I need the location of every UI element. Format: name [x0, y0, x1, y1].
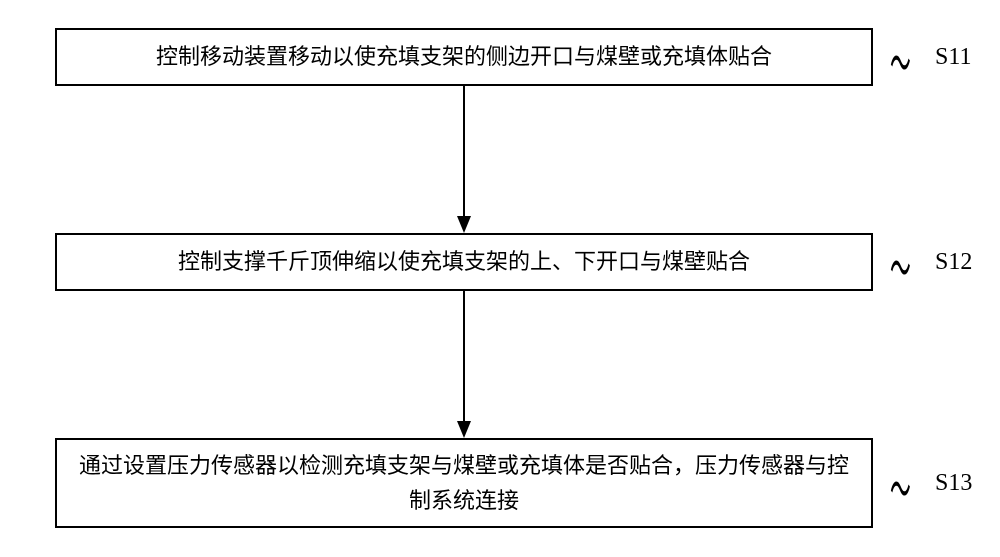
- arrow-line: [463, 86, 465, 216]
- flow-step-label-s11: S11: [935, 44, 971, 71]
- flow-step-label-s13: S13: [935, 470, 972, 497]
- arrow-line: [463, 291, 465, 421]
- arrow-head: [457, 216, 471, 233]
- brace-s11: 〜: [890, 25, 911, 99]
- flow-step-label-s12: S12: [935, 249, 972, 276]
- flow-step-s13: 通过设置压力传感器以检测充填支架与煤壁或充填体是否贴合，压力传感器与控制系统连接: [55, 438, 873, 528]
- flow-step-text: 控制移动装置移动以使充填支架的侧边开口与煤壁或充填体贴合: [156, 39, 772, 74]
- brace-s12: 〜: [890, 230, 911, 304]
- flow-step-text: 通过设置压力传感器以检测充填支架与煤壁或充填体是否贴合，压力传感器与控制系统连接: [77, 448, 851, 518]
- flow-step-text: 控制支撑千斤顶伸缩以使充填支架的上、下开口与煤壁贴合: [178, 244, 750, 279]
- arrow-head: [457, 421, 471, 438]
- brace-s13: 〜: [890, 451, 911, 525]
- flow-step-s11: 控制移动装置移动以使充填支架的侧边开口与煤壁或充填体贴合: [55, 28, 873, 86]
- flow-step-s12: 控制支撑千斤顶伸缩以使充填支架的上、下开口与煤壁贴合: [55, 233, 873, 291]
